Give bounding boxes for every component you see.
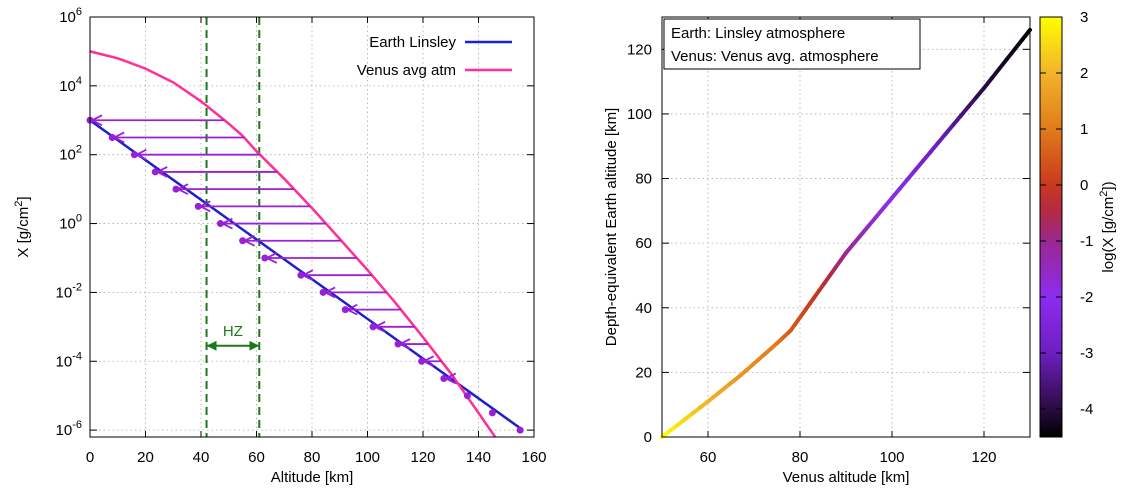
legend-line-earth: Earth: Linsley atmosphere bbox=[671, 25, 845, 42]
left-x-axis-label: Altitude [km] bbox=[271, 469, 354, 486]
habitable-zone: HZ bbox=[205, 17, 261, 437]
earth-depth-point bbox=[488, 409, 496, 417]
left-x-tick-label: 20 bbox=[137, 449, 154, 466]
left-y-tick-label: 102 bbox=[59, 144, 82, 164]
equivalence-curve-segment bbox=[997, 57, 1009, 71]
colorbar-ticks: 3 2 1 0 -1 -2 -3 -4 bbox=[1040, 9, 1093, 418]
right-legend-box bbox=[663, 18, 921, 70]
earth-depth-point bbox=[297, 271, 305, 279]
right-y-tick-label: 40 bbox=[635, 300, 652, 317]
left-y-tick-label: 10-2 bbox=[56, 281, 82, 301]
right-series bbox=[660, 27, 1032, 439]
left-series bbox=[90, 50, 524, 437]
right-x-axis-label: Venus altitude [km] bbox=[783, 469, 910, 486]
equivalence-curve-segment bbox=[989, 66, 1002, 81]
right-y-tick-label: 120 bbox=[627, 41, 652, 58]
earth-depth-point bbox=[440, 374, 448, 382]
right-y-tick-label: 80 bbox=[635, 171, 652, 188]
earth-depth-point bbox=[172, 185, 180, 193]
equivalence-curve-segment bbox=[1012, 37, 1025, 52]
left-x-ticks: 0 20 40 60 80 100 120 140 160 bbox=[86, 17, 547, 466]
earth-depth-point bbox=[516, 426, 524, 434]
left-grid bbox=[90, 17, 534, 437]
right-plot-frame bbox=[661, 16, 1031, 438]
earth-depth-point bbox=[319, 288, 327, 296]
earth-depth-point bbox=[369, 323, 377, 331]
left-x-tick-label: 0 bbox=[86, 449, 94, 466]
colorbar-label: log(X [g/cm2]) bbox=[1098, 181, 1117, 272]
legend-label-earth: Earth Linsley bbox=[369, 34, 456, 51]
equivalence-curve-segment bbox=[1005, 47, 1017, 61]
colorbar-tick-label: 2 bbox=[1080, 65, 1088, 82]
hz-label: HZ bbox=[223, 323, 243, 340]
earth-depth-point bbox=[418, 357, 426, 365]
right-x-tick-label: 120 bbox=[971, 449, 996, 466]
left-y-tick-label: 10-4 bbox=[56, 350, 82, 370]
right-y-tick-label: 100 bbox=[627, 106, 652, 123]
depth-arrows bbox=[86, 114, 524, 434]
left-y-tick-label: 10-6 bbox=[56, 419, 82, 439]
equivalence-curve-segment bbox=[982, 76, 994, 91]
earth-depth-point bbox=[239, 237, 247, 245]
right-y-tick-label: 0 bbox=[644, 429, 652, 446]
colorbar-gradient bbox=[1039, 16, 1063, 438]
earth-depth-point bbox=[108, 133, 116, 141]
left-y-ticks: 10-6 10-4 10-2 100 102 104 106 bbox=[56, 6, 534, 439]
right-x-tick-label: 100 bbox=[879, 449, 904, 466]
earth-depth-point bbox=[463, 392, 471, 400]
left-y-tick-label: 104 bbox=[59, 75, 82, 95]
right-y-axis-label: Depth-equivalent Earth altitude [km] bbox=[603, 108, 620, 346]
right-y-tick-label: 20 bbox=[635, 364, 652, 381]
earth-depth-point bbox=[261, 254, 269, 262]
left-chart: HZ 0 20 40 60 80 100 120 140 160 10-6 10-4 10-2 100… bbox=[13, 6, 547, 486]
colorbar-tick-label: -3 bbox=[1080, 345, 1093, 362]
colorbar-tick-label: -1 bbox=[1080, 233, 1093, 250]
earth-depth-point bbox=[130, 151, 138, 159]
right-x-ticks: 60 80 100 120 bbox=[700, 17, 997, 466]
legend-line-venus: Venus: Venus avg. atmosphere bbox=[671, 48, 879, 65]
legend-label-venus: Venus avg atm bbox=[357, 62, 456, 79]
colorbar: 3 2 1 0 -1 -2 -3 -4 log(X [g/cm2]) bbox=[1039, 9, 1117, 438]
left-y-tick-label: 100 bbox=[59, 213, 82, 233]
right-x-tick-label: 60 bbox=[700, 449, 717, 466]
colorbar-tick-label: -4 bbox=[1080, 401, 1093, 418]
colorbar-tick-label: 1 bbox=[1080, 121, 1088, 138]
venus-avg-atm-line bbox=[90, 50, 497, 437]
earth-depth-point bbox=[341, 306, 349, 314]
earth-depth-point bbox=[151, 168, 159, 176]
right-legend: Earth: Linsley atmosphere Venus: Venus a… bbox=[663, 18, 921, 70]
left-x-tick-label: 140 bbox=[466, 449, 491, 466]
left-legend: Earth Linsley Venus avg atm bbox=[357, 34, 512, 79]
left-x-tick-label: 160 bbox=[521, 449, 546, 466]
left-x-tick-label: 60 bbox=[248, 449, 265, 466]
right-x-tick-label: 80 bbox=[792, 449, 809, 466]
colorbar-tick-label: -2 bbox=[1080, 289, 1093, 306]
right-grid bbox=[662, 17, 1030, 437]
earth-depth-point bbox=[194, 202, 202, 210]
colorbar-tick-label: 3 bbox=[1080, 9, 1088, 26]
earth-depth-point bbox=[394, 340, 402, 348]
left-y-tick-label: 106 bbox=[59, 6, 82, 26]
left-x-tick-label: 120 bbox=[410, 449, 435, 466]
colorbar-tick-label: 0 bbox=[1080, 177, 1088, 194]
left-y-axis-label: X [g/cm2] bbox=[13, 196, 32, 257]
earth-depth-point bbox=[216, 220, 224, 228]
right-y-ticks: 0 20 40 60 80 100 120 bbox=[627, 41, 1030, 446]
equivalence-curve-segment bbox=[1020, 27, 1032, 42]
left-x-tick-label: 80 bbox=[304, 449, 321, 466]
left-x-tick-label: 100 bbox=[355, 449, 380, 466]
right-y-tick-label: 60 bbox=[635, 235, 652, 252]
left-x-tick-label: 40 bbox=[193, 449, 210, 466]
